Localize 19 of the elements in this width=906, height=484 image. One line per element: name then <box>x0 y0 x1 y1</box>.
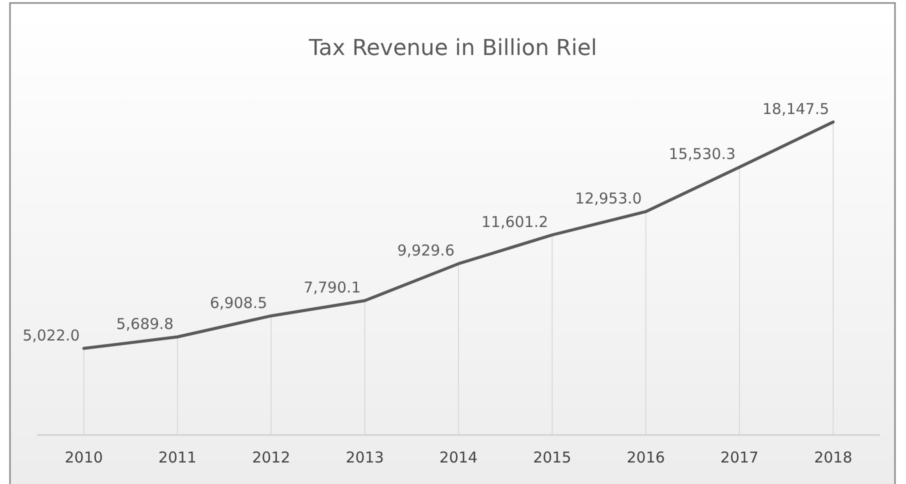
data-label: 12,953.0 <box>575 190 642 208</box>
data-label: 6,908.5 <box>210 294 268 312</box>
x-tick-label: 2011 <box>158 448 197 467</box>
x-tick-label: 2015 <box>533 448 572 467</box>
data-label: 5,689.8 <box>116 314 174 333</box>
chart-title: Tax Revenue in Billion Riel <box>308 36 598 61</box>
data-label: 18,147.5 <box>762 100 830 118</box>
data-label: 7,790.1 <box>304 278 361 297</box>
x-tick-label: 2012 <box>252 448 290 467</box>
x-tick-label: 2013 <box>346 448 384 467</box>
x-tick-label: 2016 <box>626 448 665 467</box>
x-tick-label: 2010 <box>64 448 103 467</box>
x-tick-label: 2014 <box>439 448 478 467</box>
x-tick-label: 2017 <box>720 448 759 467</box>
x-tick-label: 2018 <box>814 448 852 467</box>
data-label: 5,022.0 <box>22 326 80 344</box>
data-label: 15,530.3 <box>668 145 736 164</box>
data-label: 9,929.6 <box>397 242 454 260</box>
data-label: 11,601.2 <box>481 212 548 231</box>
